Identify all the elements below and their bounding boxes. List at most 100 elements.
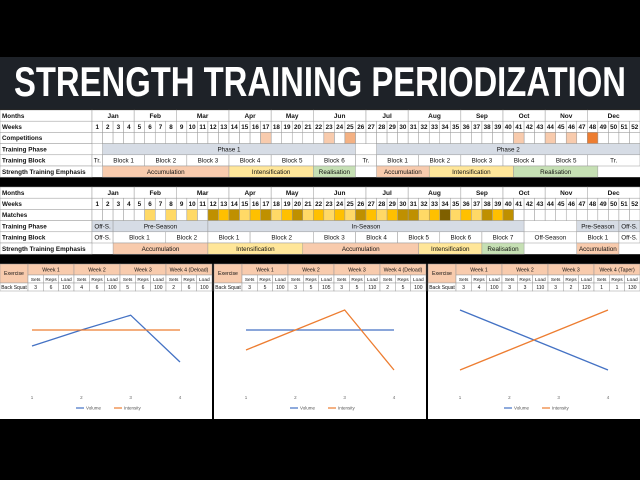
month-label: Sep [476,190,488,197]
week-label: 42 [526,201,534,208]
x-tick-label: 4 [179,395,182,400]
table-subheader: Reps [137,277,149,283]
week-label: 1 [96,124,100,131]
week-label: 24 [336,201,344,208]
emphasi-label: Intensification [236,246,275,253]
week-label: 52 [631,201,639,208]
month-label: Apr [244,190,256,197]
week-label: 9 [180,201,184,208]
block-label: Block 4 [240,158,261,165]
week-label: 44 [547,201,555,208]
week-label: 39 [494,201,502,208]
block-label: Block 2 [177,235,198,242]
block-label: Block 6 [451,235,472,242]
week-label: 14 [231,201,239,208]
week-label: 47 [579,124,587,131]
table-subheader: Reps [351,277,363,283]
month-label: Jul [382,113,392,120]
week-label: 18 [273,124,281,131]
table-header: Week 1 [256,267,274,273]
event-mark [239,209,251,221]
x-tick-label: 4 [393,395,396,400]
event-cell [618,209,630,221]
table-cell-text: 100 [414,285,423,291]
event-cell [397,132,409,144]
event-cell [91,132,103,144]
block-label: Block 1 [219,235,240,242]
table-cell-text: 120 [582,285,591,291]
table-cell-text: 100 [108,285,117,291]
month-label: Dec [608,190,620,197]
event-cell [534,209,546,221]
table-subheader: Reps [611,277,623,283]
table-cell-text: 100 [276,285,285,291]
series-line [245,309,395,371]
week-label: 52 [631,124,639,131]
table-subheader: Reps [45,277,57,283]
week-label: 23 [326,124,334,131]
week-label: 45 [557,124,565,131]
week-label: 41 [515,124,523,131]
week-label: 16 [252,201,260,208]
week-label: 32 [420,201,428,208]
table-cell-text: 6 [50,285,53,291]
event-cell [450,132,462,144]
event-mark [344,132,356,144]
week-label: 13 [220,124,228,131]
week-label: 34 [442,201,450,208]
table-header: Week 4 (Taper) [599,267,635,273]
event-mark [460,209,472,221]
table-cell-text: 100 [62,285,71,291]
row-label-cell [0,242,93,255]
week-label: 36 [463,124,471,131]
week-label: 3 [117,201,121,208]
event-cell [302,132,314,144]
table-subheader: Reps [305,277,317,283]
week-label: 25 [347,201,355,208]
table-cell-text: 100 [200,285,209,291]
emphasi-label: Accumulation [384,169,422,176]
table-cell-text: 5 [310,285,313,291]
x-tick-label: 2 [80,395,83,400]
row-label: Strength Training Emphasis [2,169,86,176]
table-subheader: Sets [77,277,87,283]
legend-label: Volume [300,406,316,411]
event-cell [334,132,346,144]
month-label: Oct [519,113,531,120]
row-label: Training Phase [2,223,47,230]
table-subheader: Reps [183,277,195,283]
week-label: 39 [494,124,502,131]
table-header: Week 2 [302,267,320,273]
week-label: 49 [600,124,608,131]
event-cell [313,132,325,144]
event-cell [629,132,640,144]
table-cell-text: 6 [188,285,191,291]
table-header: Week 2 [516,267,534,273]
emphasi-label: Intensification [252,169,291,176]
event-cell [112,132,124,144]
week-label: 4 [127,124,131,131]
block-label: Block 5 [556,158,577,165]
event-cell [618,132,630,144]
table-cell-text: 3 [508,285,511,291]
event-cell [565,209,578,221]
week-label: 12 [210,124,218,131]
block-label: Block 2 [155,158,176,165]
table-cell-text: 1 [600,285,603,291]
event-mark [565,132,578,144]
block-label: Block 4 [514,158,535,165]
week-label: 27 [368,201,376,208]
week-label: 22 [315,124,323,131]
month-label: Jan [107,190,118,197]
emphasi-label: Accumulation [579,246,617,253]
month-label: Aug [428,190,441,197]
event-mark [376,209,388,221]
event-cell [197,132,209,144]
week-label: 13 [220,201,228,208]
week-label: 10 [189,201,197,208]
event-cell [608,209,620,221]
event-cell [197,209,209,221]
month-label: Feb [149,190,161,197]
event-cell [555,132,567,144]
event-cell [555,209,567,221]
